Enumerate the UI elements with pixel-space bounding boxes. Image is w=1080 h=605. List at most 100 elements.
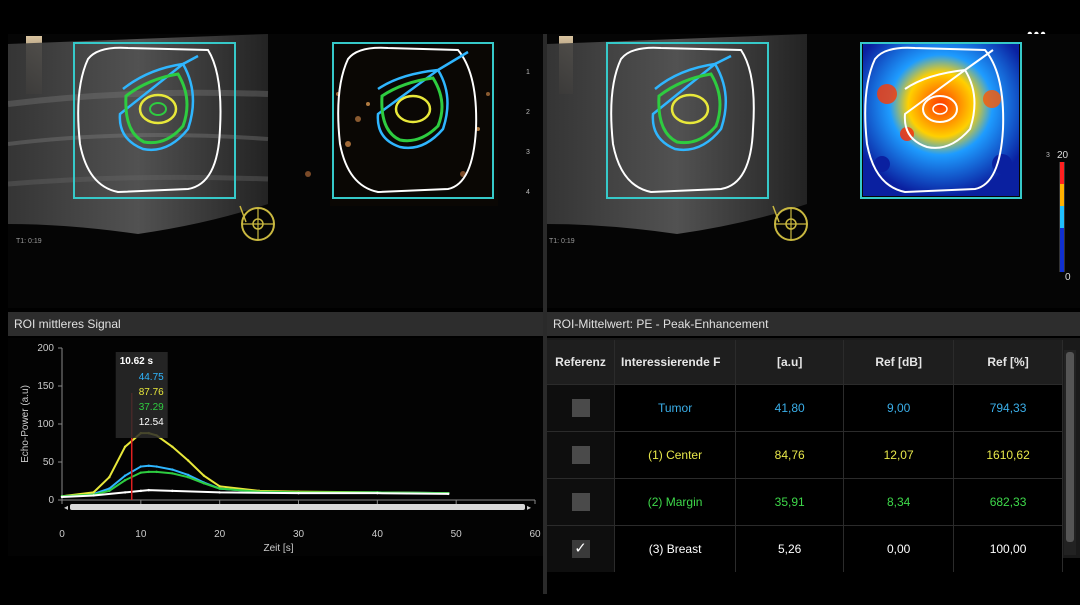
series-point bbox=[171, 468, 174, 471]
series-point bbox=[447, 492, 450, 496]
margin-roi-outline bbox=[124, 72, 189, 145]
series-point bbox=[60, 495, 64, 499]
time-intensity-chart[interactable]: 0 50 100 150 200 0 10 20 30 40 50 60 Zeit [s] Echo-Po… bbox=[8, 338, 543, 556]
series-point bbox=[92, 494, 95, 497]
x-tick-label: 60 bbox=[529, 529, 541, 540]
au-value-cell: 41,80 bbox=[735, 384, 845, 432]
ultrasound-view-left[interactable]: 1 2 3 4 T1: 0:19 bbox=[8, 34, 543, 308]
col-header-ref-db[interactable]: Ref [dB] bbox=[843, 340, 955, 385]
checkbox-icon[interactable] bbox=[571, 493, 590, 511]
ref-pct-cell: 1610,62 bbox=[953, 431, 1063, 479]
reference-checkbox[interactable]: ✓ bbox=[547, 525, 616, 572]
ultrasound-view-right[interactable]: T1: 0:19 20 3 0 bbox=[547, 34, 1080, 308]
series-point bbox=[147, 488, 150, 492]
y-axis-label: Echo-Power (a.u) bbox=[20, 385, 31, 463]
series-point bbox=[297, 491, 300, 495]
col-header-ref-pct[interactable]: Ref [%] bbox=[953, 340, 1063, 385]
roi-table-panel: Referenz Interessierende F [a.u] Ref [dB… bbox=[547, 338, 1080, 572]
checkbox-icon[interactable] bbox=[571, 446, 590, 464]
ref-pct-cell: 794,33 bbox=[953, 384, 1063, 432]
x-tick-label: 10 bbox=[135, 529, 147, 540]
parametric-heatmap bbox=[863, 44, 1019, 196]
roi-box bbox=[73, 42, 236, 199]
cursor-tooltip bbox=[115, 352, 168, 438]
series-point bbox=[218, 485, 221, 488]
series-point bbox=[92, 491, 95, 494]
series-point bbox=[108, 476, 111, 479]
series-point bbox=[139, 465, 143, 468]
series-point bbox=[376, 491, 379, 495]
svg-text:1: 1 bbox=[526, 69, 530, 76]
series-point bbox=[155, 465, 158, 468]
series-point bbox=[123, 474, 127, 477]
table-scrollbar-thumb[interactable] bbox=[1066, 352, 1074, 542]
center-roi-outline bbox=[138, 93, 178, 125]
roi-name-cell: (2) Margin bbox=[614, 478, 737, 526]
colorbar-small-label: 3 bbox=[1046, 152, 1050, 159]
series-point bbox=[147, 464, 150, 467]
au-value-cell: 5,26 bbox=[735, 525, 845, 572]
series-point bbox=[218, 491, 221, 494]
ref-db-cell: 0,00 bbox=[843, 525, 955, 572]
svg-text:3: 3 bbox=[526, 149, 530, 156]
series-point bbox=[202, 482, 206, 485]
x-tick-label: 50 bbox=[451, 529, 463, 540]
series-point bbox=[186, 459, 190, 462]
svg-text:2: 2 bbox=[526, 109, 530, 116]
x-tick-label: 0 bbox=[59, 529, 65, 540]
bmode-image bbox=[8, 34, 269, 234]
ref-pct-cell: 682,33 bbox=[953, 478, 1063, 526]
col-header-referenz[interactable]: Referenz bbox=[547, 340, 616, 385]
tumor-roi-outline bbox=[118, 54, 199, 152]
table-row[interactable]: ✓ (3) Breast 5,26 0,00 100,00 bbox=[547, 525, 1063, 572]
breast-position-marker-icon-right bbox=[772, 205, 808, 241]
tooltip-value: 44.75 bbox=[139, 372, 164, 383]
series-point bbox=[171, 445, 174, 448]
y-tick-label: 50 bbox=[43, 457, 55, 468]
series-point bbox=[186, 476, 190, 479]
col-header-roi-name[interactable]: Interessierende F bbox=[614, 340, 737, 385]
series-point bbox=[139, 489, 143, 493]
series-point bbox=[123, 491, 127, 494]
checkbox-icon[interactable] bbox=[571, 399, 590, 417]
series-point bbox=[171, 472, 174, 475]
table-row[interactable]: (2) Margin 35,91 8,34 682,33 bbox=[547, 478, 1063, 526]
series-point bbox=[108, 489, 111, 493]
series-line bbox=[61, 489, 449, 498]
y-tick-label: 200 bbox=[37, 343, 54, 354]
bmode-image-right bbox=[547, 34, 807, 234]
reference-checkbox[interactable] bbox=[547, 431, 616, 479]
reference-checkbox[interactable] bbox=[547, 384, 616, 432]
slider-left-arrow-icon: ◂ bbox=[64, 503, 68, 512]
series-point bbox=[171, 489, 174, 493]
colorbar-max-label: 20 bbox=[1057, 150, 1069, 161]
tooltip-value: 87.76 bbox=[139, 387, 164, 398]
panel-divider[interactable] bbox=[543, 34, 547, 594]
series-point bbox=[186, 473, 190, 477]
tooltip-value: 37.29 bbox=[139, 402, 164, 413]
roi-name-cell: (3) Breast bbox=[614, 525, 737, 572]
roi-name-cell: (1) Center bbox=[614, 431, 737, 479]
x-axis-label: Zeit [s] bbox=[263, 543, 293, 554]
roi-box-contrast bbox=[332, 42, 494, 199]
roi-name-cell: Tumor bbox=[614, 384, 737, 432]
tooltip-value: 12.54 bbox=[139, 417, 164, 428]
y-tick-label: 0 bbox=[48, 495, 54, 506]
reference-checkbox[interactable] bbox=[547, 478, 616, 526]
checkbox-icon[interactable]: ✓ bbox=[571, 540, 590, 558]
slider-right-arrow-icon: ▸ bbox=[527, 503, 531, 512]
colorbar-min-label: 0 bbox=[1065, 272, 1071, 283]
y-tick-label: 100 bbox=[37, 419, 54, 430]
x-tick-label: 40 bbox=[372, 529, 384, 540]
x-tick-label: 20 bbox=[214, 529, 226, 540]
series-point bbox=[108, 487, 111, 490]
x-tick-label: 30 bbox=[293, 529, 305, 540]
col-header-au[interactable]: [a.u] bbox=[735, 340, 845, 385]
timestamp-left: T1: 0:19 bbox=[16, 238, 42, 245]
time-slider[interactable] bbox=[70, 504, 525, 510]
table-row[interactable]: Tumor 41,80 9,00 794,33 bbox=[547, 384, 1063, 432]
ref-db-cell: 9,00 bbox=[843, 384, 955, 432]
series-point bbox=[202, 474, 206, 477]
table-row[interactable]: (1) Center 84,76 12,07 1610,62 bbox=[547, 431, 1063, 479]
au-value-cell: 35,91 bbox=[735, 478, 845, 526]
